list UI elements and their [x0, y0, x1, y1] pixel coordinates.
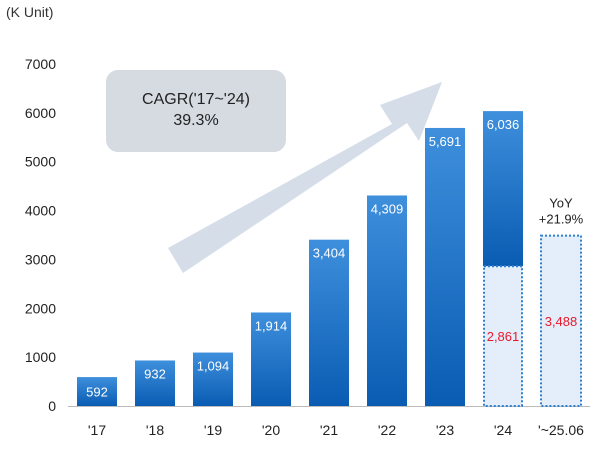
y-tick-label: 0	[48, 398, 56, 414]
bar	[483, 111, 523, 267]
growth-arrow-shape	[168, 82, 442, 273]
x-tick-label: '24	[494, 422, 512, 438]
x-tick-label: '21	[320, 422, 338, 438]
x-tick-label: '20	[262, 422, 280, 438]
y-tick-label: 4000	[25, 203, 56, 219]
bar-value-label: 592	[86, 385, 108, 400]
x-tick-label: '~25.06	[538, 422, 584, 438]
cagr-label: CAGR('17~'24)	[142, 91, 250, 108]
y-tick-label: 2000	[25, 300, 56, 316]
bar	[251, 312, 291, 406]
bar-value-label: 6,036	[487, 117, 520, 132]
y-axis: 0 1000 2000 3000 4000 5000 6000 7000	[25, 56, 590, 414]
bar-partial-segment	[483, 265, 523, 408]
value-labels: 592 932 1,094 1,914 3,404 4,309 5,691 6,036 2,86…	[86, 117, 577, 399]
x-tick-label: '19	[204, 422, 222, 438]
yoy-annotation: YoY +21.9%	[539, 196, 584, 227]
bar	[193, 352, 233, 406]
x-tick-label: '17	[88, 422, 106, 438]
bar	[540, 234, 582, 407]
cagr-box: CAGR('17~'24) 39.3%	[106, 70, 286, 152]
bar-value-label: 3,488	[545, 314, 578, 329]
unit-label: (K Unit)	[6, 4, 54, 20]
y-tick-label: 5000	[25, 154, 56, 170]
bar-value-label: 932	[144, 366, 166, 381]
cagr-value: 39.3%	[173, 112, 218, 129]
bar	[309, 239, 349, 406]
y-tick-label: 6000	[25, 105, 56, 121]
bar-value-label: 4,309	[371, 201, 404, 216]
bar-value-label: 1,914	[255, 318, 288, 333]
bar-partial-label: 2,861	[487, 329, 520, 344]
bar	[367, 195, 407, 406]
bar-value-label: 3,404	[313, 246, 346, 261]
y-tick-label: 1000	[25, 349, 56, 365]
bar-value-label: 1,094	[197, 359, 230, 374]
x-tick-label: '23	[436, 422, 454, 438]
bar	[77, 377, 117, 406]
bars	[77, 111, 582, 408]
growth-arrow	[168, 82, 442, 273]
bar	[425, 127, 465, 406]
yoy-value: +21.9%	[539, 212, 584, 227]
y-tick-label: 7000	[25, 56, 56, 72]
yoy-label: YoY	[549, 196, 573, 211]
cagr-box-background	[106, 70, 286, 152]
x-tick-label: '18	[146, 422, 164, 438]
bar	[135, 360, 175, 406]
y-tick-label: 3000	[25, 251, 56, 267]
x-tick-label: '22	[378, 422, 396, 438]
bar-value-label: 5,691	[429, 134, 462, 149]
x-axis: '17 '18 '19 '20 '21 '22 '23 '24 '~25.06	[88, 422, 584, 438]
